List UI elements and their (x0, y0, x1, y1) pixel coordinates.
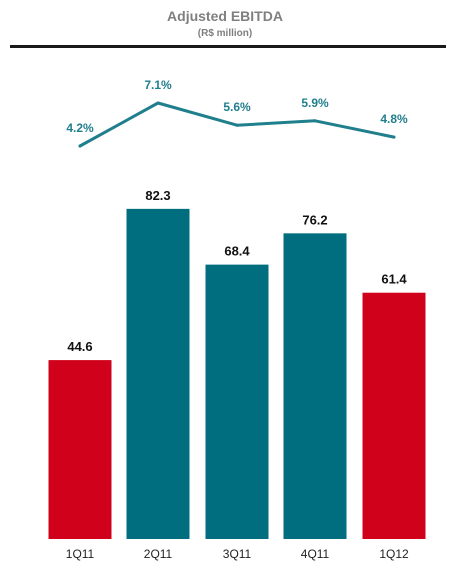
margin-point-1Q11 (78, 144, 82, 148)
margin-point-1Q12 (392, 135, 396, 139)
x-tick-label-1Q12: 1Q12 (379, 547, 409, 561)
bar-value-label-1Q11: 44.6 (67, 339, 92, 354)
chart-title: Adjusted EBITDA (167, 8, 283, 24)
bar-3Q11 (205, 264, 269, 539)
margin-point-4Q11 (313, 119, 317, 123)
chart-subtitle: (R$ million) (197, 28, 253, 39)
x-tick-label-3Q11: 3Q11 (223, 547, 252, 561)
margin-label-1Q11: 4.2% (66, 121, 94, 135)
x-tick-label-2Q11: 2Q11 (144, 547, 173, 561)
margin-label-1Q12: 4.8% (380, 112, 408, 126)
bar-value-label-3Q11: 68.4 (224, 244, 250, 259)
x-tick-label-4Q11: 4Q11 (301, 547, 330, 561)
bar-value-label-4Q11: 76.2 (302, 212, 327, 227)
bar-value-label-1Q12: 61.4 (381, 272, 407, 287)
bar-4Q11 (283, 233, 347, 539)
margin-label-2Q11: 7.1% (144, 78, 172, 92)
margin-label-4Q11: 5.9% (301, 96, 329, 110)
title-divider (10, 45, 446, 48)
margin-point-2Q11 (156, 101, 160, 105)
bar-2Q11 (126, 208, 190, 539)
bar-1Q11 (48, 360, 112, 539)
margin-point-3Q11 (235, 123, 239, 127)
bar-value-label-2Q11: 82.3 (145, 188, 170, 203)
x-tick-label-1Q11: 1Q11 (66, 547, 95, 561)
bar-1Q12 (362, 292, 426, 539)
margin-label-3Q11: 5.6% (223, 100, 251, 114)
